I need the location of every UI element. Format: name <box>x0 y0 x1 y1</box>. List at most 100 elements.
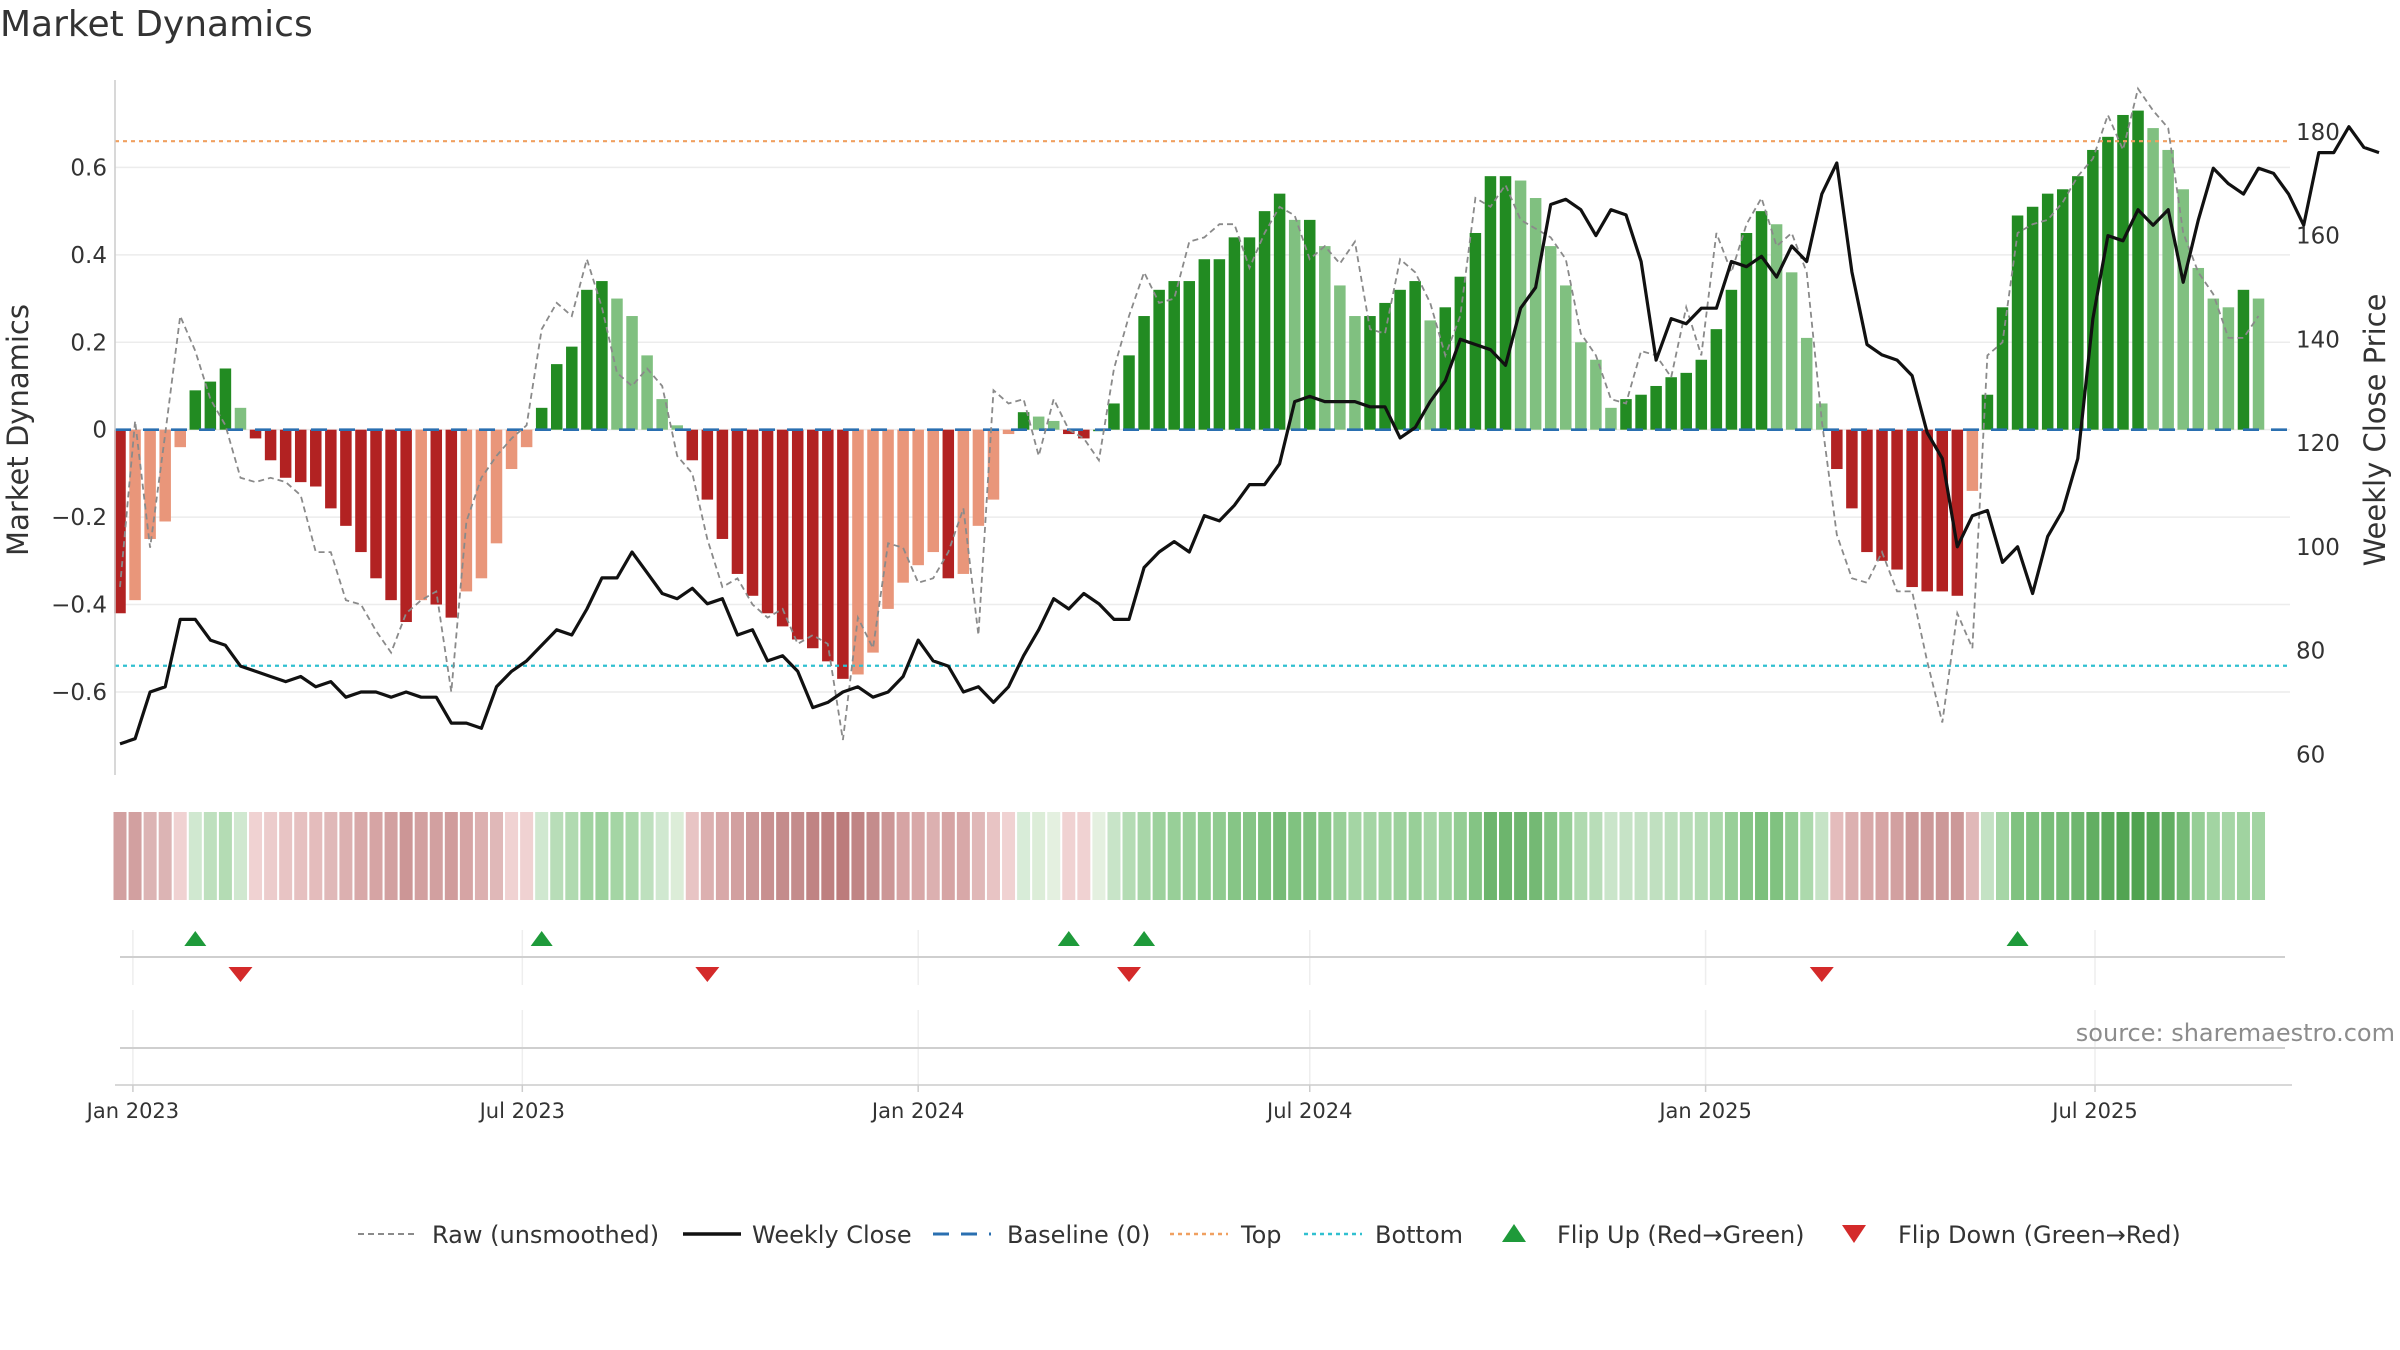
dynamics-bar <box>611 298 623 430</box>
regime-strip-cell <box>535 812 549 900</box>
dynamics-bar <box>1138 316 1150 430</box>
legend-label: Baseline (0) <box>1007 1221 1150 1249</box>
regime-strip-cell <box>2252 812 2266 900</box>
source-label: source: sharemaestro.com <box>2076 1019 2395 1047</box>
dynamics-bar <box>1349 316 1361 430</box>
regime-strip-cell <box>1333 812 1347 900</box>
legend-item: Baseline (0) <box>933 1221 1150 1249</box>
regime-strip-cell <box>1197 812 1211 900</box>
regime-strip-cell <box>399 812 413 900</box>
dynamics-bar <box>942 429 955 579</box>
dynamics-bar <box>430 429 443 605</box>
regime-strip-cell <box>173 812 187 900</box>
regime-strip-cell <box>851 812 865 900</box>
dynamics-bar <box>776 429 789 627</box>
regime-strip-cell <box>1770 812 1784 900</box>
dynamics-bar <box>882 429 894 609</box>
dynamics-bar <box>1424 320 1436 430</box>
regime-strip-cell <box>1107 812 1121 900</box>
regime-strip-cell <box>610 812 624 900</box>
regime-strip-cell <box>1348 812 1362 900</box>
regime-strip-cell <box>324 812 338 900</box>
dynamics-bar <box>2147 128 2159 430</box>
legend-label: Flip Up (Red→Green) <box>1557 1221 1805 1249</box>
dynamics-bar <box>1861 429 1873 553</box>
regime-strip-cell <box>881 812 895 900</box>
left-y-ticks: 0.6 0.4 0.2 0 −0.2 −0.4 −0.6 <box>51 155 107 706</box>
regime-strip-cell <box>1408 812 1422 900</box>
dynamics-bar <box>1951 429 1964 596</box>
regime-strip <box>113 812 2266 900</box>
dynamics-bar <box>1153 289 1165 430</box>
regime-strip-cell <box>1679 812 1693 900</box>
regime-strip-cell <box>1800 812 1814 900</box>
dynamics-bar <box>2072 176 2084 430</box>
dynamics-bar <box>2087 149 2099 430</box>
dynamics-bar <box>1108 403 1120 430</box>
regime-strip-cell <box>1393 812 1407 900</box>
legend-item: Weekly Close <box>683 1221 912 1249</box>
dynamics-bar <box>2237 289 2250 430</box>
dynamics-bar <box>144 429 156 539</box>
dynamics-bar <box>1740 232 1753 430</box>
regime-strip-cell <box>2086 812 2100 900</box>
regime-strip-cell <box>158 812 172 900</box>
regime-strip-cell <box>474 812 488 900</box>
dynamics-bar <box>1017 412 1030 430</box>
regime-strip-cell <box>2191 812 2205 900</box>
regime-strip-cell <box>1845 812 1859 900</box>
regime-strip-cell <box>1137 812 1151 900</box>
regime-strip-cell <box>1755 812 1769 900</box>
dynamics-bar <box>1605 407 1617 430</box>
x-tick-label: Jan 2025 <box>1657 1099 1752 1123</box>
regime-strip-cell <box>188 812 202 900</box>
y2-tick-label: 100 <box>2296 535 2340 561</box>
regime-strip-cell <box>1935 812 1949 900</box>
dynamics-bar <box>189 390 202 430</box>
regime-strip-cell <box>971 812 985 900</box>
regime-strip-cell <box>490 812 503 900</box>
regime-strip-cell <box>1619 812 1633 900</box>
dynamics-bar <box>1078 429 1090 439</box>
dynamics-bar <box>731 429 744 574</box>
regime-strip-cell <box>1920 812 1934 900</box>
flip-markers <box>115 930 2292 1086</box>
regime-strip-cell <box>2026 812 2040 900</box>
y2-tick-label: 80 <box>2296 639 2325 665</box>
flip-up-marker <box>530 931 553 946</box>
dynamics-bar <box>972 429 985 526</box>
regime-strip-cell <box>911 812 925 900</box>
regime-strip-cell <box>1965 812 1979 900</box>
dynamics-bar <box>1319 246 1331 430</box>
legend-swatch-flip-up-icon <box>1502 1224 1526 1242</box>
legend-label: Raw (unsmoothed) <box>432 1221 659 1249</box>
dynamics-bar <box>1846 429 1858 509</box>
dynamics-bar <box>159 429 171 522</box>
dynamics-bar <box>852 429 864 675</box>
regime-strip-cell <box>1529 812 1543 900</box>
y2-axis-label: Weekly Close Price <box>2358 294 2392 567</box>
regime-strip-cell <box>1634 812 1648 900</box>
regime-strip-cell <box>1243 812 1256 900</box>
dynamics-bar <box>1921 429 1933 592</box>
dynamics-bar <box>2041 193 2054 430</box>
regime-strip-cell <box>1167 812 1181 900</box>
flip-up-marker <box>1133 931 1156 946</box>
dynamics-bar <box>355 429 367 553</box>
dynamics-bar <box>1620 399 1632 430</box>
dynamics-bar <box>114 429 126 614</box>
regime-strip-cell <box>1182 812 1196 900</box>
regime-strip-cell <box>218 812 232 900</box>
regime-strip-cell <box>1574 812 1588 900</box>
dynamics-bars <box>114 110 2265 679</box>
dynamics-bar <box>294 429 307 483</box>
y2-tick-label: 140 <box>2296 327 2340 353</box>
dynamics-bar <box>1800 337 1813 430</box>
dynamics-bar <box>2222 307 2235 430</box>
regime-strip-cell <box>1709 812 1723 900</box>
right-y-ticks: 180 160 140 120 100 80 60 <box>2296 120 2340 768</box>
flip-up-marker <box>1057 931 1080 946</box>
x-tick-label: Jan 2024 <box>870 1099 965 1123</box>
dynamics-bar <box>520 429 533 448</box>
regime-strip-cell <box>580 812 594 900</box>
